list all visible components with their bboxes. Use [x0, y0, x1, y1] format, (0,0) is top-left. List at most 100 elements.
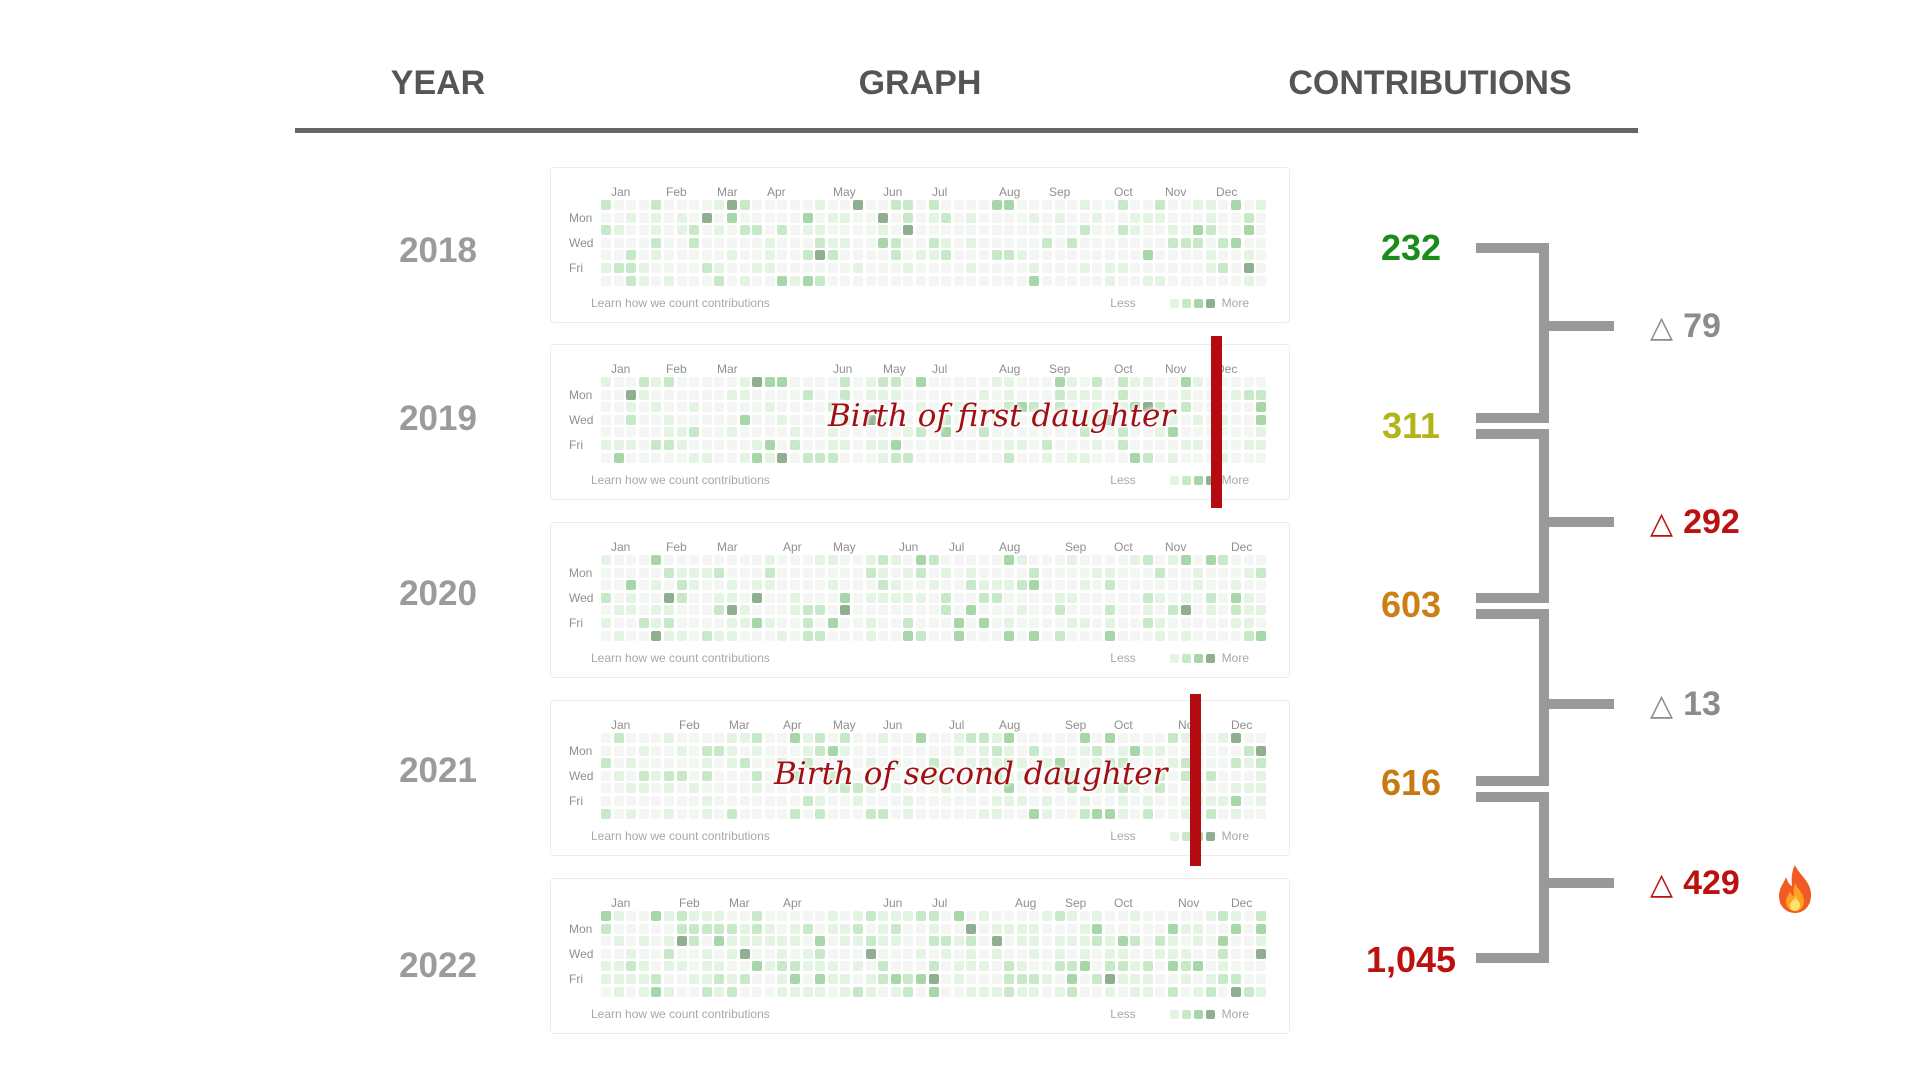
contribution-cell [878, 808, 889, 819]
contribution-cell [689, 402, 700, 413]
contribution-cell [739, 923, 750, 934]
contribution-cell [1168, 936, 1178, 947]
contribution-cell [1231, 770, 1241, 781]
contribution-cell [916, 605, 926, 616]
contribution-cell [815, 630, 826, 641]
contribution-cell [1243, 580, 1254, 591]
contribution-cell [638, 758, 649, 769]
contribution-cell [853, 263, 863, 273]
contribution-cell [865, 630, 876, 641]
contribution-cell [1079, 948, 1090, 959]
contribution-cell [1105, 377, 1115, 387]
contribution-cell [1180, 580, 1191, 591]
contribution-cell [651, 733, 662, 743]
contribution-cell [815, 923, 826, 934]
contribution-cell [1016, 377, 1027, 387]
contribution-cell [613, 936, 624, 947]
contribution-cell [991, 796, 1002, 806]
contribution-cell [1155, 986, 1166, 997]
contribution-cell [953, 758, 964, 769]
contribution-cell [626, 580, 637, 591]
contribution-cell [840, 961, 851, 972]
contribution-cell [1054, 618, 1065, 628]
contribution-cell [613, 402, 624, 413]
contribution-cell [1117, 733, 1128, 743]
contribution-cell [651, 808, 662, 819]
contribution-cell [1155, 936, 1166, 947]
contribution-cell [1117, 440, 1128, 450]
contribution-cell [853, 758, 863, 769]
learn-how-link[interactable]: Learn how we count contributions [591, 473, 770, 487]
contribution-cell [1142, 808, 1153, 819]
contribution-cell [1054, 911, 1065, 921]
contribution-cell [903, 250, 914, 261]
contribution-cell [1079, 618, 1090, 628]
contribution-cell [1029, 567, 1040, 578]
learn-how-link[interactable]: Learn how we count contributions [591, 829, 770, 843]
month-label-oct: Oct [1114, 896, 1133, 910]
contribution-cell [1092, 427, 1103, 438]
contribution-cell [1168, 440, 1178, 450]
contribution-cell [1067, 237, 1078, 248]
contribution-cell [739, 275, 750, 286]
contribution-cell [1054, 275, 1065, 286]
contribution-cell [840, 427, 851, 438]
contribution-cell [790, 200, 800, 210]
contribution-cell [1042, 974, 1052, 984]
contribution-cell [1142, 377, 1153, 387]
contribution-cell [601, 948, 611, 959]
contribution-cell [941, 580, 952, 591]
contribution-cell [1193, 275, 1204, 286]
contribution-cell [890, 592, 901, 603]
contribution-cell [676, 225, 687, 236]
contribution-cell [853, 961, 863, 972]
contribution-cell [991, 567, 1002, 578]
contribution-cell [1004, 948, 1015, 959]
contribution-cell [890, 225, 901, 236]
contribution-cell [1142, 200, 1153, 210]
contribution-cell [853, 936, 863, 947]
contribution-cell [613, 630, 624, 641]
contribution-cell [815, 936, 826, 947]
learn-how-link[interactable]: Learn how we count contributions [591, 651, 770, 665]
contribution-cell [1105, 770, 1115, 781]
contribution-cell [928, 440, 939, 450]
learn-how-link[interactable]: Learn how we count contributions [591, 1007, 770, 1021]
contribution-cell [1243, 936, 1254, 947]
contribution-cell [928, 452, 939, 463]
contribution-cell [1193, 389, 1204, 400]
contribution-cell [1180, 250, 1191, 261]
contribution-cell [878, 414, 889, 425]
contribution-cell [664, 618, 674, 628]
contribution-cell [1243, 452, 1254, 463]
contribution-cell [802, 783, 813, 794]
contribution-cell [1042, 618, 1052, 628]
contribution-cell [701, 630, 712, 641]
contribution-cell [853, 923, 863, 934]
contribution-cell [727, 733, 737, 743]
contribution-cell [777, 911, 788, 921]
contribution-graph-2018: Mon Wed Fri Learn how we count contribut… [550, 167, 1290, 323]
contribution-cell [840, 630, 851, 641]
contribution-cell [815, 580, 826, 591]
legend-swatch-4 [1206, 298, 1216, 308]
contribution-cell [739, 414, 750, 425]
contribution-cell [953, 592, 964, 603]
contribution-cell [727, 440, 737, 450]
contribution-cell [853, 402, 863, 413]
contribution-cell [714, 452, 725, 463]
contribution-cell [651, 440, 662, 450]
contribution-cell [1029, 580, 1040, 591]
month-label-nov: Nov [1165, 185, 1187, 199]
contribution-cell [903, 783, 914, 794]
contribution-cell [1205, 402, 1216, 413]
learn-how-link[interactable]: Learn how we count contributions [591, 296, 770, 310]
contribution-cell [1079, 986, 1090, 997]
contribution-cell [777, 555, 788, 565]
contribution-cell [1142, 555, 1153, 565]
contribution-cell [1130, 770, 1141, 781]
month-label-dec: Dec [1231, 896, 1253, 910]
contribution-cell [1180, 923, 1191, 934]
contribution-cell [1130, 745, 1141, 756]
contribution-cell [966, 555, 977, 565]
